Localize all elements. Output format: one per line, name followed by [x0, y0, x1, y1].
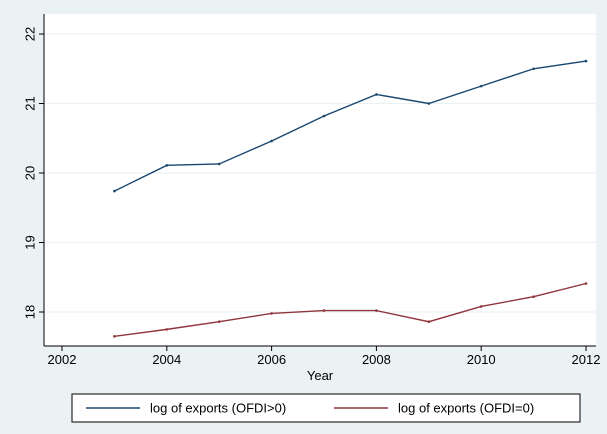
series-2-point	[270, 312, 273, 315]
x-tick-label: 2002	[48, 352, 77, 367]
series-line-1	[114, 60, 587, 192]
x-tick-label: 2006	[257, 352, 286, 367]
legend-label-1: log of exports (OFDI>0)	[150, 401, 286, 416]
y-tick-label: 22	[23, 27, 38, 41]
x-tick-label: 2008	[362, 352, 391, 367]
y-tick-label: 20	[23, 166, 38, 180]
legend: log of exports (OFDI>0) log of exports (O…	[71, 393, 581, 423]
series-1-point	[584, 59, 588, 63]
gridlines	[44, 33, 596, 313]
series-layer	[113, 59, 588, 338]
plot-area	[44, 14, 596, 346]
x-tick-label: 2012	[572, 352, 601, 367]
legend-label-2: log of exports (OFDI=0)	[398, 401, 534, 416]
series-1-point	[375, 93, 378, 96]
series-1-point	[217, 162, 221, 166]
series-line-2	[114, 282, 587, 338]
x-tick-label: 2010	[467, 352, 496, 367]
series-2-point	[322, 309, 326, 312]
series-2-point	[375, 309, 378, 312]
series-1-point	[479, 84, 483, 88]
series-2-point	[165, 328, 169, 331]
x-tick-label: 2004	[152, 352, 181, 367]
series-1-point	[165, 164, 169, 167]
series-2-point	[427, 320, 431, 324]
series-1-point	[322, 114, 326, 118]
series-2-point	[217, 320, 221, 324]
series-2-point	[532, 295, 535, 299]
series-2-point	[584, 282, 588, 285]
series-2-point	[113, 335, 116, 338]
x-axis-title: Year	[307, 368, 334, 383]
axes: 18 19 20 21 22 2002 2004 2006 2008 2010 2012	[23, 14, 601, 367]
y-tick-label: 21	[23, 96, 38, 110]
y-tick-label: 18	[23, 305, 38, 319]
series-2-point	[479, 305, 483, 308]
series-1-point	[532, 67, 535, 71]
legend-box	[71, 393, 581, 423]
series-1-point	[427, 102, 431, 105]
series-1-point	[113, 189, 116, 193]
y-tick-label: 19	[23, 235, 38, 249]
series-1-point	[270, 139, 273, 143]
